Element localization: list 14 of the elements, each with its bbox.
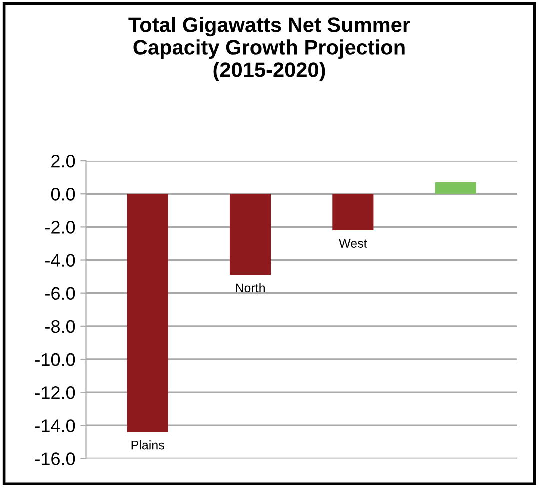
y-tick-label: -12.0 (35, 386, 76, 400)
y-tick-label: -16.0 (35, 452, 76, 466)
y-tick-label: 0.0 (51, 188, 76, 201)
y-tick-label: -6.0 (46, 287, 76, 300)
y-tick-label: -2.0 (46, 221, 76, 234)
y-tick-label: -8.0 (46, 320, 76, 334)
x-tick-label: Plains (132, 440, 164, 450)
y-tick-label: 2.0 (52, 154, 76, 168)
y-tick-label: -14.0 (35, 420, 76, 432)
x-tick-label: North (236, 283, 265, 293)
y-tick-label: -4.0 (46, 254, 76, 267)
x-tick-label: West (339, 239, 368, 248)
chart-title: Total Gigawatts Net Summer Capacity Growth Projection (2015-2020) (128, 17, 410, 82)
y-tick-label: -10.0 (35, 353, 76, 366)
